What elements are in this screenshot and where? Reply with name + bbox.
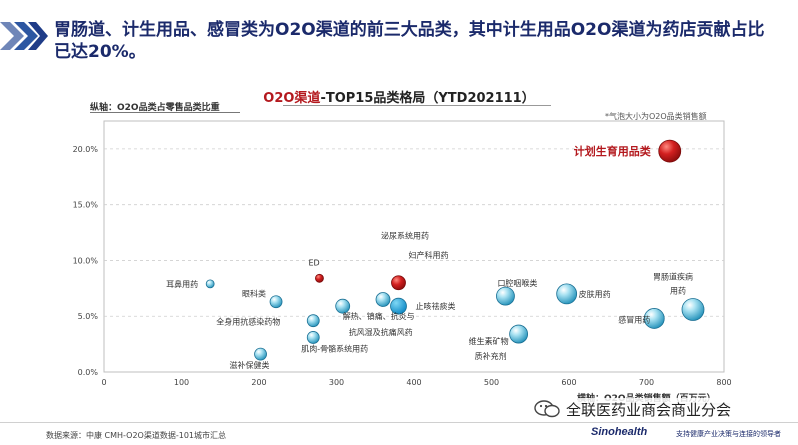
x-tick-label: 700 — [639, 378, 654, 387]
bubble-point — [556, 283, 578, 305]
y-tick-label: 20.0% — [73, 145, 99, 154]
x-tick-label: 800 — [716, 378, 731, 387]
y-tick-label: 5.0% — [78, 312, 99, 321]
x-tick-label: 600 — [561, 378, 576, 387]
bubble-label: 抗风湿及抗痛风药 — [349, 327, 413, 337]
bubble-label: 耳鼻用药 — [166, 279, 198, 289]
bubble-point — [681, 298, 705, 321]
sinohealth-logo: Sinohealth — [591, 426, 648, 438]
bubble-point — [375, 292, 391, 307]
watermark-text: 全联医药业商会商业分会 — [566, 400, 732, 419]
bubble-label: 止咳祛痰类 — [416, 301, 456, 311]
bubble-size-note: *气泡大小为O2O品类销售额 — [605, 112, 707, 121]
bubble-point — [306, 331, 320, 344]
wechat-icon — [534, 400, 560, 418]
watermark: 全联医药业商会商业分会 — [530, 398, 736, 420]
bubble-label: 质补充剂 — [475, 351, 507, 361]
footer-tagline: 支持健康产业决策与连接的领导者 — [676, 430, 781, 438]
chart-title-rest: -TOP15品类格局（YTD202111） — [320, 91, 535, 106]
bubble-point — [254, 347, 267, 361]
y-axis-title-underline — [90, 112, 240, 113]
chart-title-brand: O2O渠道 — [263, 91, 321, 106]
x-tick-label: 300 — [329, 378, 344, 387]
chart-title-underline — [283, 105, 551, 106]
bubble-label: 感冒用药 — [618, 314, 650, 324]
x-tick-label: 400 — [406, 378, 421, 387]
bubble-label: 滋补保健类 — [230, 360, 270, 370]
title-arrow-icon — [0, 22, 48, 50]
bubble-label: 胃肠道疾病 — [653, 272, 693, 282]
bubble-point — [509, 324, 529, 344]
chart-title: O2O渠道-TOP15品类格局（YTD202111） — [0, 87, 798, 106]
bubble-label: 维生素矿物 — [469, 336, 509, 346]
bubble-label: 肌肉-骨骼系统用药 — [301, 343, 368, 353]
bubble-label: 全身用抗感染药物 — [216, 317, 280, 327]
bubble-point — [390, 297, 407, 315]
bubble-point — [335, 298, 351, 314]
bubble-label: 眼科类 — [242, 289, 266, 299]
plot-frame — [103, 120, 725, 373]
footer-divider — [0, 422, 798, 423]
bubble-label: 用药 — [670, 286, 686, 296]
y-tick-label: 0.0% — [78, 368, 99, 377]
bubble-point — [496, 286, 515, 306]
bubble-label: ED — [308, 258, 319, 267]
bubble-label: 妇产科用药 — [409, 250, 449, 260]
bubble-point — [658, 139, 682, 163]
x-tick-label: 200 — [251, 378, 266, 387]
data-source: 数据来源：中康 CMH-O2O渠道数据-101城市汇总 — [46, 431, 226, 440]
bubble-label: 皮肤用药 — [579, 289, 611, 299]
x-tick-label: 500 — [484, 378, 499, 387]
bubble-point — [205, 279, 215, 289]
bubble-point — [269, 295, 283, 309]
bubble-label: 泌尿系统用药 — [381, 230, 429, 240]
x-tick-label: 100 — [174, 378, 189, 387]
headline: 胃肠道、计生用品、感冒类为O2O渠道的前三大品类，其中计生用品O2O渠道为药店贡… — [54, 20, 765, 62]
bubble-point — [306, 314, 320, 328]
y-tick-label: 15.0% — [73, 201, 99, 210]
y-axis-title: 纵轴：O2O品类占零售品类比重 — [90, 103, 220, 113]
bubble-point — [643, 308, 665, 329]
bubble-point — [391, 275, 406, 291]
bubble-label: 计划生育用品类 — [574, 144, 652, 158]
bubble-point — [315, 273, 324, 283]
y-tick-label: 10.0% — [73, 256, 99, 265]
x-tick-label: 0 — [101, 378, 106, 387]
bubble-label: 解热、镇痛、抗炎与 — [343, 311, 415, 321]
bubble-label: 口腔咽喉类 — [497, 278, 537, 288]
